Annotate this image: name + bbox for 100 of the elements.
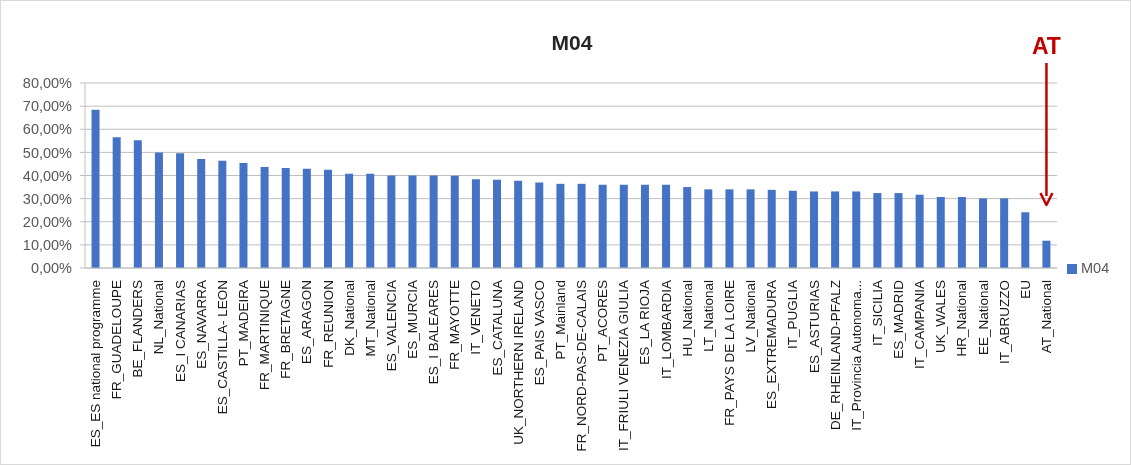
x-tick-label: ES_EXTREMADURA: [764, 280, 780, 410]
bar: [112, 137, 121, 268]
bar: [746, 189, 755, 268]
bar: [598, 184, 607, 268]
x-tick-label: FR_PAYS DE LA LOIRE: [721, 280, 737, 426]
bar: [450, 175, 459, 268]
bar: [704, 189, 713, 268]
bar: [323, 169, 332, 268]
bar: [979, 198, 988, 268]
bar: [915, 194, 924, 268]
bar: [852, 191, 861, 268]
x-tick-label: NL_National: [151, 280, 167, 355]
bar: [894, 193, 903, 268]
bar: [1042, 240, 1051, 268]
x-tick-label: DK_National: [341, 280, 357, 356]
bar: [767, 189, 776, 268]
bar: [260, 166, 269, 268]
x-tick-label: IT_FRIULI VENEZIA GIULIA: [616, 280, 632, 452]
x-tick-label: FR_BRETAGNE: [278, 280, 294, 379]
bar: [239, 163, 248, 268]
x-tick-label: ES_NAVARRA: [193, 280, 209, 369]
bar: [831, 191, 840, 268]
bar: [873, 193, 882, 268]
bar: [809, 191, 818, 268]
x-tick-label: ES_LA RIOJA: [637, 280, 653, 365]
bar: [218, 160, 227, 268]
y-tick-label: 50,00%: [22, 144, 73, 161]
y-tick-label: 30,00%: [22, 190, 73, 207]
x-tick-label: IT_Provincia Autonoma...: [848, 280, 864, 431]
x-tick-label: ES_I BALEARES: [426, 280, 442, 385]
y-tick-label: 70,00%: [22, 98, 73, 115]
bar: [493, 179, 502, 268]
x-tick-label: ES_ES national programme: [88, 280, 104, 448]
bar: [514, 180, 523, 268]
bar: [936, 197, 945, 268]
bar: [281, 168, 290, 268]
bar: [429, 175, 438, 268]
x-tick-label: FR_GUADELOUPE: [109, 280, 125, 400]
x-tick-label: ES_ARAGON: [299, 280, 315, 365]
x-tick-label: PT_Mainland: [552, 280, 568, 360]
x-tick-label: IT_VENETO: [468, 280, 484, 355]
x-tick-label: IT_LOMBARDIA: [658, 280, 674, 380]
x-tick-label: IT_CAMPANIA: [912, 280, 928, 370]
bar: [366, 173, 375, 268]
bar: [91, 109, 100, 268]
x-tick-label: LV_National: [743, 280, 759, 353]
x-tick-label: DE_RHEINLAND-PFALZ: [827, 280, 843, 431]
bar: [640, 184, 649, 268]
bar: [725, 189, 734, 268]
x-tick-label: IT_SICILIA: [869, 280, 885, 347]
bar: [556, 183, 565, 268]
bar: [176, 153, 185, 268]
bar: [471, 179, 480, 268]
bar: [408, 175, 417, 268]
x-tick-label: ES_CASTILLA- LEON: [214, 280, 230, 415]
x-tick-label: FR_REUNION: [320, 280, 336, 368]
x-tick-label: UK_NORTHERN IRELAND: [510, 279, 526, 445]
x-tick-label: IT_ABRUZZO: [996, 280, 1012, 365]
y-tick-label: 0,00%: [30, 260, 73, 277]
x-tick-label: FR_MAYOTTE: [447, 280, 463, 370]
x-tick-label: ES_CATALUNA: [489, 280, 505, 376]
x-tick-label: ES_MADRID: [891, 279, 907, 359]
x-tick-label: EE_National: [975, 280, 991, 356]
bar: [345, 173, 354, 268]
x-tick-label: ES_PAIS VASCO: [531, 280, 547, 386]
bar: [619, 184, 628, 268]
x-tick-label: AT_National: [1038, 280, 1054, 354]
x-tick-label: MT_National: [362, 280, 378, 357]
y-tick-label: 40,00%: [22, 167, 73, 184]
bar: [577, 183, 586, 268]
x-tick-label: PT_ACORES: [595, 280, 611, 362]
x-tick-label: ES_VALENCIA: [383, 280, 399, 372]
chart-title: M04: [551, 31, 593, 54]
y-tick-label: 80,00%: [22, 75, 73, 92]
x-tick-label: FR_NORD-PAS-DE-CALAIS: [574, 280, 590, 452]
bar: [1021, 212, 1030, 268]
bar: [788, 190, 797, 268]
bar: [387, 175, 396, 268]
bar: [683, 187, 692, 268]
bar: [197, 159, 206, 268]
y-tick-label: 10,00%: [22, 237, 73, 254]
x-tick-label: PT_MADEIRA: [235, 280, 251, 367]
x-tick-label: HU_National: [679, 280, 695, 357]
x-tick-label: LT_National: [700, 280, 716, 352]
x-tick-label: UK_WALES: [933, 280, 949, 354]
x-tick-label: ES_ASTURIAS: [806, 280, 822, 374]
bar: [957, 197, 966, 268]
bar: [535, 182, 544, 268]
bar: [154, 152, 163, 268]
text: AT: [1031, 33, 1061, 59]
bar: [1000, 198, 1009, 268]
bar: [662, 184, 671, 268]
x-tick-label: ES_I CANARIAS: [172, 280, 188, 383]
x-tick-label: EU: [1017, 280, 1033, 299]
x-tick-label: FR_MARTINIQUE: [257, 280, 273, 391]
x-tick-label: HR_National: [954, 280, 970, 357]
bar: [133, 140, 142, 268]
y-tick-label: 60,00%: [22, 121, 73, 138]
x-tick-label: ES_MURCIA: [405, 280, 421, 359]
x-tick-label: BE_FLANDERS: [130, 280, 146, 378]
